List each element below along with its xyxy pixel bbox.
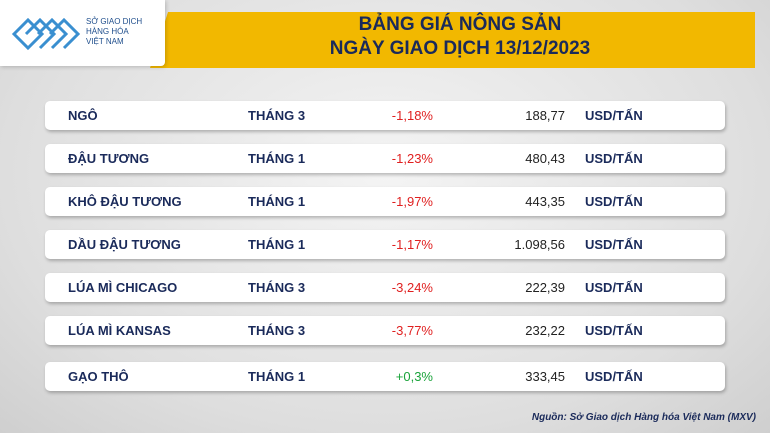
commodity: LÚA MÌ CHICAGO [68,280,178,295]
change: -3,24% [391,280,433,295]
price: 443,35 [525,194,565,209]
table-row: DẦU ĐẬU TƯƠNG THÁNG 1 -1,17% 1.098,56 USD/TẤ… [45,230,725,259]
commodity: DẦU ĐẬU TƯƠNG [68,237,181,252]
change: -3,77% [391,323,433,338]
logo-text: SỞ GIAO DỊCH [86,17,143,26]
change: -1,97% [391,194,433,209]
contract-month: THÁNG 1 [248,151,306,166]
contract-month: THÁNG 3 [248,323,306,338]
price: 1.098,56 [514,237,565,252]
change: -1,23% [391,151,433,166]
price: 188,77 [525,108,565,123]
logo-text: HÀNG HÓA [86,27,129,36]
title: BẢNG GIÁ NÔNG SẢN [358,14,562,35]
unit: USD/TẤN [585,108,643,123]
commodity: ĐẬU TƯƠNG [68,151,150,166]
commodity: KHÔ ĐẬU TƯƠNG [68,194,182,209]
unit: USD/TẤN [585,237,643,252]
price: 222,39 [525,280,565,295]
logo-icon [11,17,81,51]
unit: USD/TẤN [585,323,643,338]
table-row: LÚA MÌ CHICAGO THÁNG 3 -3,24% 222,39 USD/TẤN [45,273,725,302]
title: NGÀY GIAO DỊCH 13/12/2023 [329,38,591,59]
price: 480,43 [525,151,565,166]
unit: USD/TẤN [585,151,643,166]
contract-month: THÁNG 3 [248,280,306,295]
source-note: Nguồn: Sở Giao dịch Hàng hóa Việt Nam (M… [531,412,756,423]
unit: USD/TẤN [585,280,643,295]
table-row: GẠO THÔ THÁNG 1 +0,3% 333,45 USD/TẤN [45,362,725,391]
unit: USD/TẤN [585,369,643,384]
price: 232,22 [525,323,565,338]
commodity: NGÔ [68,108,98,123]
contract-month: THÁNG 1 [248,237,306,252]
contract-month: THÁNG 1 [248,194,306,209]
logo: SỞ GIAO DỊCH HÀNG HÓA VIỆT NAM [0,0,165,66]
contract-month: THÁNG 1 [248,369,306,384]
unit: USD/TẤN [585,194,643,209]
table-row: KHÔ ĐẬU TƯƠNG THÁNG 1 -1,97% 443,35 USD/TẤN [45,187,725,216]
commodity: LÚA MÌ KANSAS [68,323,171,338]
table-row: LÚA MÌ KANSAS THÁNG 3 -3,77% 232,22 USD/TẤN [45,316,725,345]
commodity: GẠO THÔ [68,369,129,384]
change: +0,3% [395,369,433,384]
table-row: NGÔ THÁNG 3 -1,18% 188,77 USD/TẤN [45,101,725,130]
logo-text: VIỆT NAM [86,37,124,46]
contract-month: THÁNG 3 [248,108,306,123]
change: -1,18% [391,108,433,123]
title-banner [150,12,755,68]
table-row: ĐẬU TƯƠNG THÁNG 1 -1,23% 480,43 USD/TẤN [45,144,725,173]
price: 333,45 [525,369,565,384]
change: -1,17% [391,237,433,252]
